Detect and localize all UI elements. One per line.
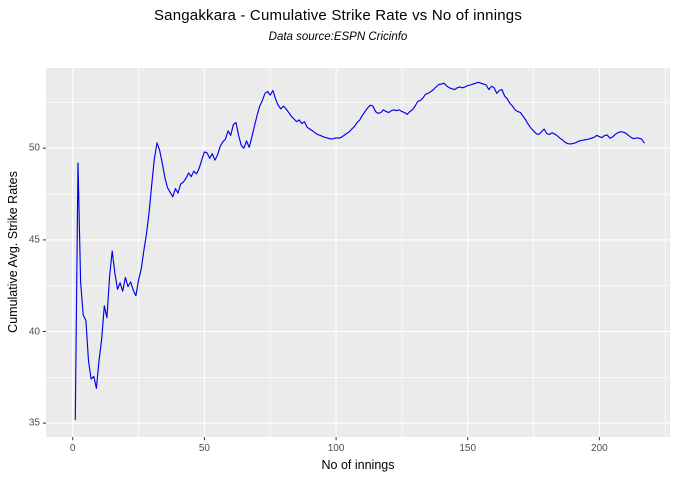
y-tick-label: 45 — [28, 234, 40, 246]
x-tick-label: 0 — [69, 443, 76, 454]
y-tick-label: 35 — [28, 417, 40, 429]
x-tick-label: 100 — [327, 443, 345, 454]
y-tick-label: 40 — [28, 326, 40, 338]
y-tick-label: 50 — [28, 142, 40, 154]
x-axis-title: No of innings — [321, 458, 395, 472]
x-tick-label: 150 — [459, 443, 477, 454]
chart-subtitle: Data source:ESPN Cricinfo — [268, 31, 408, 43]
chart-title: Sangakkara - Cumulative Strike Rate vs N… — [153, 7, 523, 24]
x-tick-label: 50 — [198, 443, 210, 454]
x-tick-label: 200 — [591, 443, 608, 454]
y-axis-title: Cumulative Avg. Strike Rates — [6, 171, 20, 333]
